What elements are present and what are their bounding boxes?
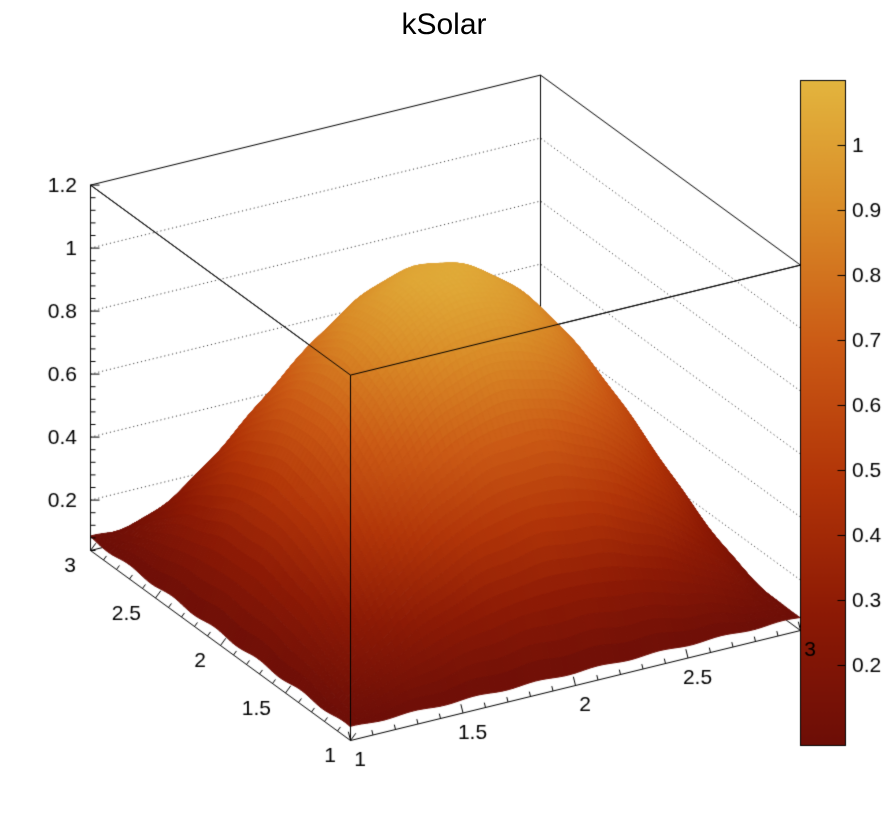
- chart-title: kSolar: [401, 8, 487, 41]
